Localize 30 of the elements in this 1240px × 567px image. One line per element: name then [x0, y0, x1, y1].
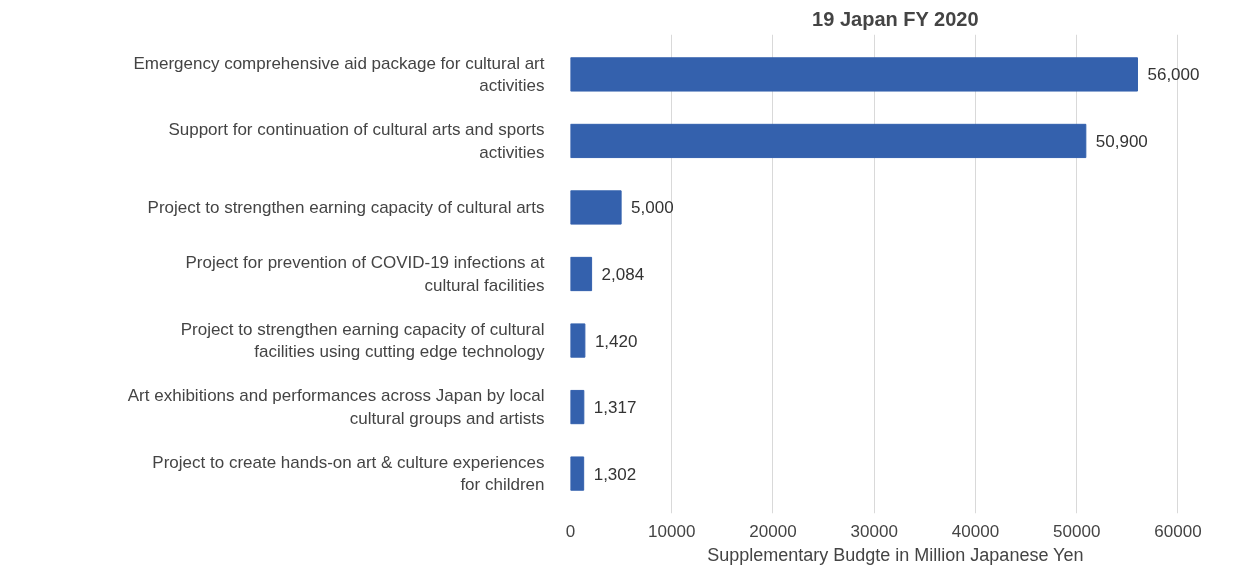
x-tick-label: 60000: [1154, 521, 1202, 541]
x-axis-title: Supplementary Budgte in Million Japanese Yen: [707, 544, 1084, 565]
chart-title: 19 Japan FY 2020: [812, 7, 979, 30]
x-tick-label: 20000: [749, 521, 797, 541]
y-tick-label: Art exhibitions and performances across Japan by local cultural groups and artists: [127, 386, 545, 428]
x-tick-label: 40000: [951, 521, 1000, 541]
x-tick-label: 50000: [1053, 521, 1101, 541]
data-label: 1,302: [593, 464, 637, 484]
y-tick-label: Project for prevention of COVID-19 infections at cultural facilities: [185, 253, 545, 295]
bar: [570, 389, 585, 425]
data-label: 2,084: [601, 265, 645, 284]
y-tick-label: Project to strengthen earning capacity of cultural facilities using cutting edge technology: [180, 319, 545, 362]
bar: [570, 323, 586, 358]
x-tick-label: 10000: [648, 521, 696, 541]
y-tick-label: Support for continuation of cultural arts and sports activities: [168, 120, 545, 162]
data-label: 50,900: [1095, 131, 1148, 151]
bar: [570, 256, 593, 292]
y-tick-label: Project to strengthen earning capacity of cultural arts: [147, 197, 545, 217]
y-tick-label: Project to create hands-on art & culture experiences for children: [152, 452, 545, 495]
bar: [570, 456, 585, 491]
bar: [570, 123, 1087, 159]
data-label: 5,000: [631, 198, 674, 218]
x-tick-label: 0: [565, 521, 576, 541]
data-label: 1,317: [593, 398, 637, 418]
data-label: 56,000: [1147, 65, 1200, 85]
y-tick-label: Emergency comprehensive aid package for cultural art activities: [133, 53, 545, 96]
bar: [570, 190, 622, 225]
x-tick-label: 30000: [850, 521, 898, 541]
bar: [570, 57, 1138, 92]
data-label: 1,420: [594, 331, 638, 351]
